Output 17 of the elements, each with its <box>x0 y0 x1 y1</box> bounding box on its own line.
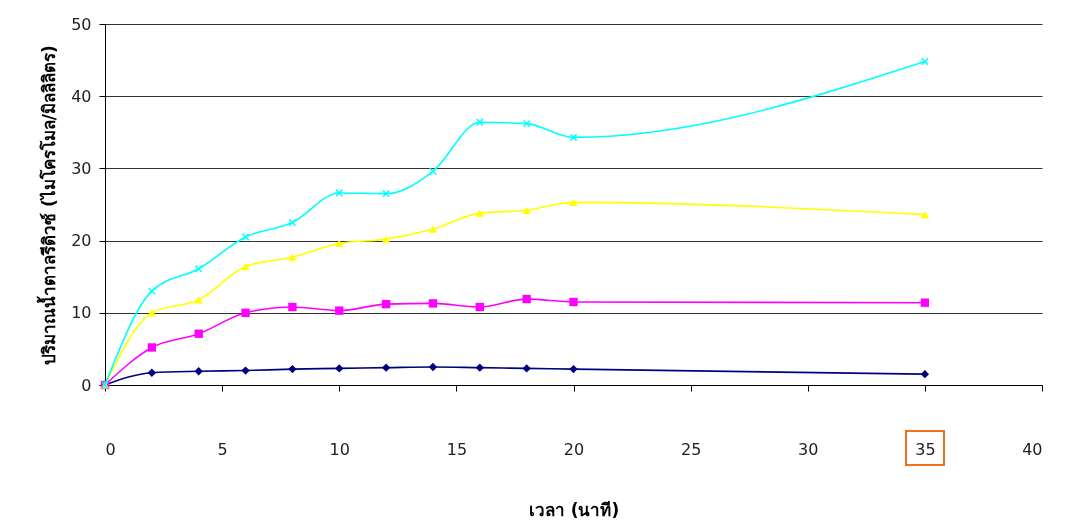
x-tick-label: 5 <box>217 439 228 459</box>
x-axis-title: เวลา (นาที) <box>528 499 620 520</box>
y-tick-label: 40 <box>71 86 92 106</box>
x-tick-label: 15 <box>446 439 468 459</box>
y-tick-label: 30 <box>71 158 92 178</box>
y-tick-label: 50 <box>71 14 92 34</box>
y-tick-label: 10 <box>71 303 92 323</box>
y-tick-label: 0 <box>81 375 92 395</box>
x-tick-label: 25 <box>680 439 702 459</box>
x-tick-label: 10 <box>329 439 350 459</box>
x-tick-label: 40 <box>1022 439 1043 459</box>
y-tick-label: 20 <box>71 231 92 251</box>
x-tick-label: 0 <box>105 439 116 459</box>
x-tick-label: 30 <box>798 439 819 459</box>
x-tick-label: 20 <box>563 439 585 459</box>
y-axis-title: ปริมาณน้ำตาลรีดิวซ์ (ไมโครโมล/มิลลิลิตร) <box>36 45 60 365</box>
x-tick-label: 35 <box>915 439 936 459</box>
